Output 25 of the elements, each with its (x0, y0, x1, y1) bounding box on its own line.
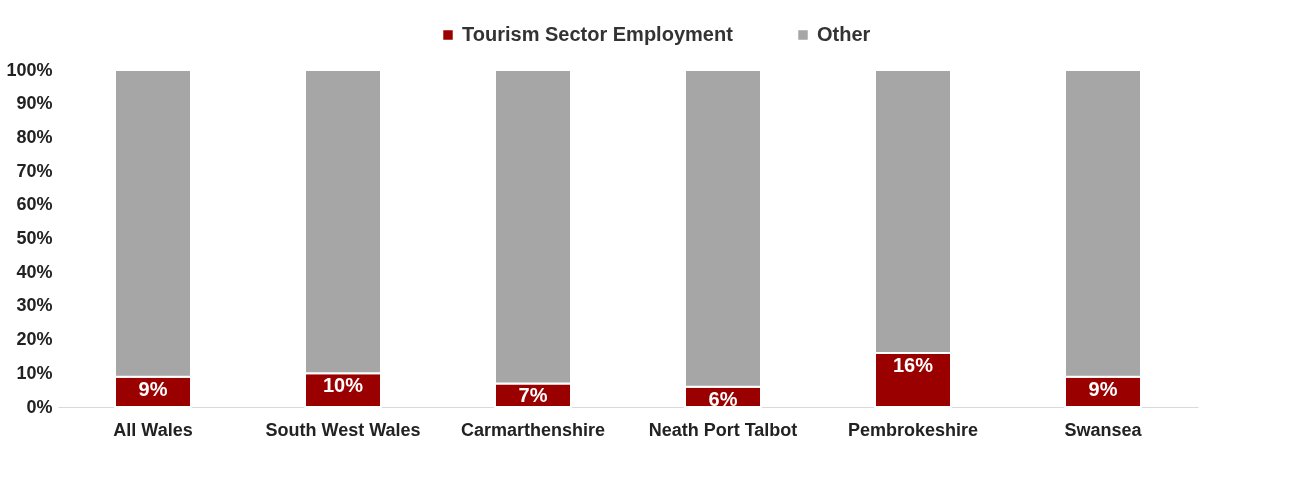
data-label: 6% (708, 387, 738, 410)
data-label: 9% (1088, 377, 1118, 400)
x-tick-label: Neath Port Talbot (648, 419, 798, 440)
x-tick-label: South West Wales (265, 419, 421, 440)
data-label: 9% (138, 377, 168, 400)
x-tick-label: All Wales (113, 419, 193, 440)
y-tick-label: 50% (16, 228, 53, 248)
legend-label: Other (817, 23, 871, 45)
y-tick-label: 10% (16, 362, 53, 383)
y-tick-label: 20% (16, 329, 53, 350)
x-tick-label: Pembrokeshire (847, 419, 979, 440)
y-tick-label: 80% (16, 126, 53, 147)
x-tick-label: Carmarthenshire (460, 419, 606, 440)
legend-label: Tourism Sector Employment (462, 23, 734, 45)
y-tick-label: 30% (16, 295, 53, 316)
data-label: 7% (518, 384, 548, 407)
y-tick-label: 0% (26, 396, 53, 417)
data-label: 10% (322, 374, 364, 397)
x-tick-label: Swansea (1064, 419, 1143, 440)
data-label: 16% (892, 354, 934, 377)
y-tick-label: 100% (6, 59, 53, 80)
y-tick-label: 90% (16, 93, 53, 114)
y-tick-label: 70% (16, 160, 53, 181)
y-tick-label: 40% (16, 261, 53, 282)
y-tick-label: 60% (16, 194, 53, 215)
